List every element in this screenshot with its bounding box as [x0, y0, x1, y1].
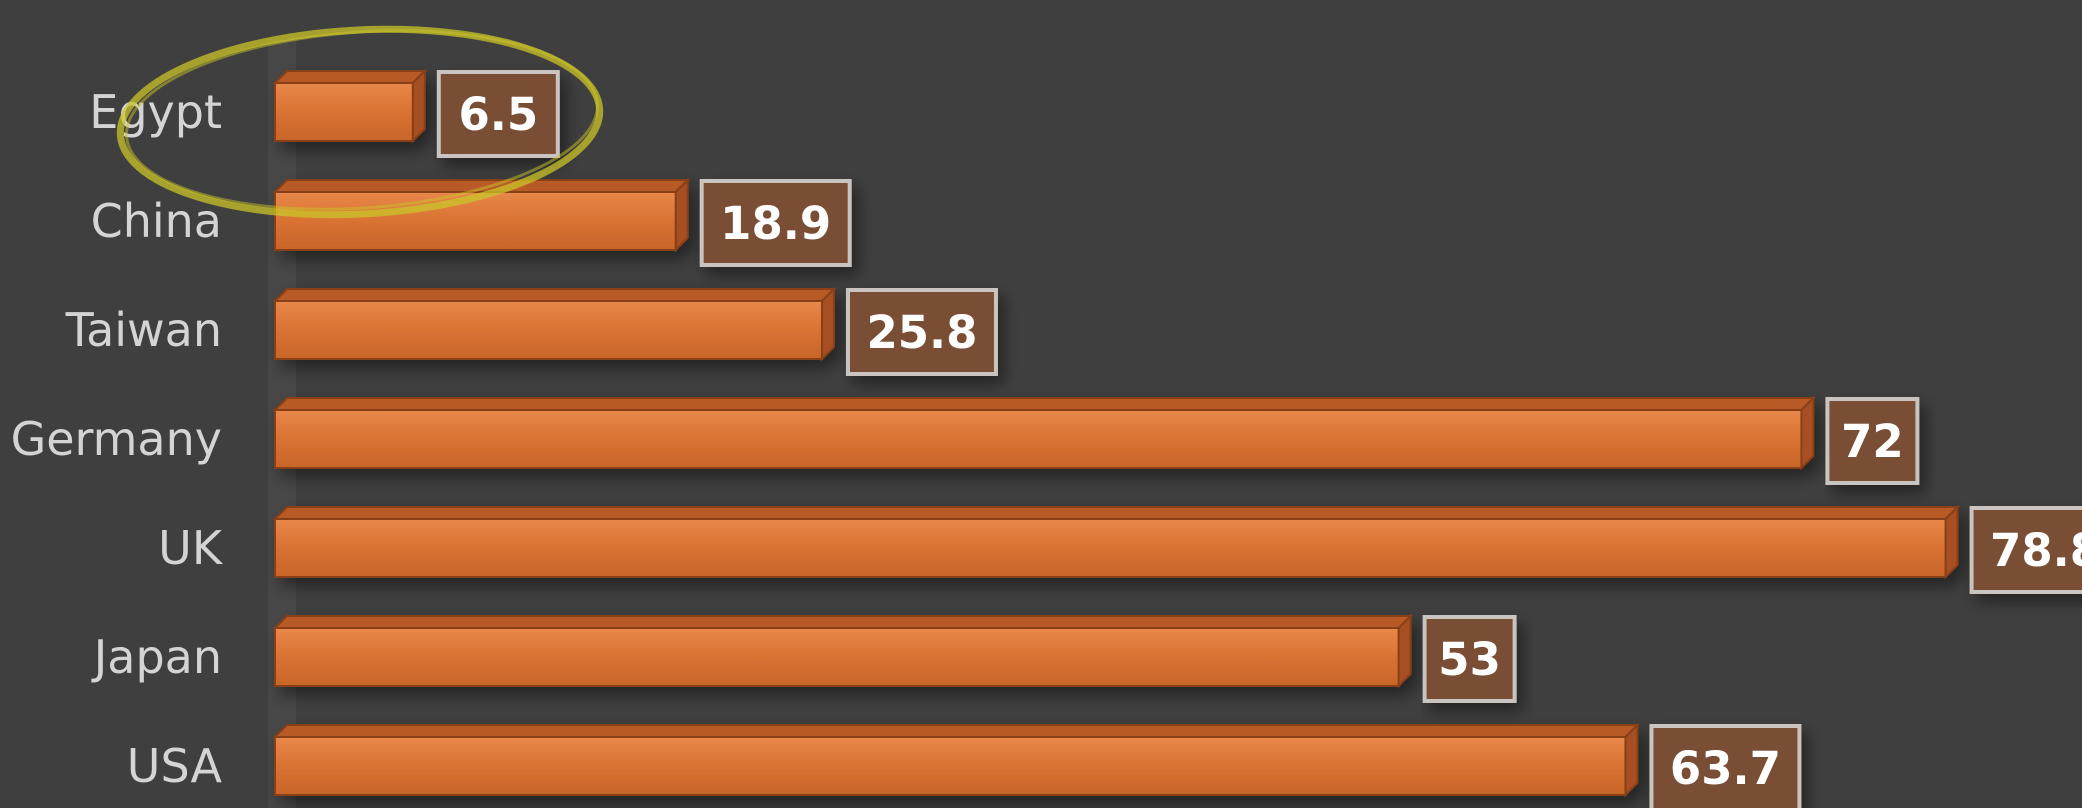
value-label-egypt: 6.5 [458, 88, 538, 141]
bar-group-uk [272, 504, 1960, 580]
category-label-japan: Japan [91, 630, 222, 684]
bar-side-face [1944, 504, 1959, 580]
value-label-uk: 78.8 [1990, 524, 2082, 577]
bar-taiwan [274, 300, 823, 360]
bar-group-usa [272, 722, 1640, 798]
bar-group-taiwan [272, 286, 837, 362]
bar-japan [274, 627, 1400, 687]
bar-germany [274, 409, 1803, 469]
bar-group-egypt [272, 68, 428, 144]
bar-top-face [272, 724, 1640, 738]
bar-egypt [274, 82, 414, 142]
bars-layer: Egypt 6.5 China 18.9 Taiwan 25.8 Germany 72 UK 78… [11, 68, 2082, 808]
category-label-china: China [91, 194, 222, 248]
value-label-taiwan: 25.8 [866, 306, 977, 359]
bar-side-face [674, 177, 689, 253]
highlight-layer [116, 25, 604, 219]
bar-group-japan [272, 613, 1414, 689]
bar-uk [274, 518, 1947, 578]
value-label-box-usa [1649, 724, 1802, 808]
category-label-taiwan: Taiwan [65, 303, 222, 357]
value-label-box-uk [1969, 506, 2082, 594]
highlight-ellipse [116, 25, 604, 219]
bar-usa [274, 736, 1627, 796]
bar-group-germany [272, 395, 1816, 471]
value-label-box-japan [1422, 615, 1517, 703]
bar-top-face [272, 615, 1414, 629]
highlight-ellipse-stroke [124, 29, 600, 211]
bar-side-face [1624, 722, 1639, 798]
bar-group-china [272, 177, 691, 253]
category-label-usa: USA [127, 739, 223, 793]
value-label-box-egypt [436, 70, 560, 158]
bar-side-face [820, 286, 835, 362]
category-label-egypt: Egypt [89, 85, 222, 139]
value-label-china: 18.9 [720, 197, 831, 250]
value-label-box-china [699, 179, 852, 267]
value-label-usa: 63.7 [1670, 742, 1781, 795]
bar-top-face [272, 506, 1960, 520]
bar-side-face [1397, 613, 1412, 689]
bar-top-face [272, 397, 1816, 411]
value-label-japan: 53 [1438, 633, 1501, 686]
bar-side-face [411, 68, 426, 144]
value-label-germany: 72 [1841, 415, 1904, 468]
category-label-uk: UK [158, 521, 224, 575]
bar-side-face [1800, 395, 1815, 471]
value-label-box-germany [1825, 397, 1920, 485]
category-label-germany: Germany [11, 412, 222, 466]
bar-top-face [272, 70, 428, 84]
bar-top-face [272, 288, 837, 302]
value-label-box-taiwan [845, 288, 998, 376]
